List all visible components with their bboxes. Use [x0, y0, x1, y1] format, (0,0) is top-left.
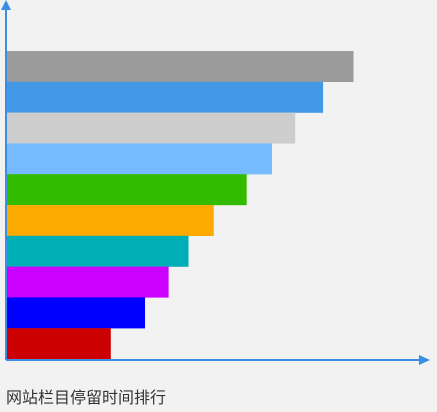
bar-4 [7, 143, 272, 175]
y-axis-arrow-icon [1, 0, 11, 10]
bars-group [7, 51, 354, 360]
bar-9 [7, 297, 145, 329]
chart-title: 网站栏目停留时间排行 [6, 388, 167, 407]
x-axis-arrow-icon [419, 355, 430, 365]
bar-10 [7, 328, 111, 360]
bar-3 [7, 112, 296, 144]
bar-5 [7, 174, 247, 206]
bar-2 [7, 81, 324, 113]
bar-6 [7, 205, 214, 236]
bar-1 [7, 51, 354, 82]
bar-7 [7, 235, 189, 267]
bar-8 [7, 266, 169, 298]
